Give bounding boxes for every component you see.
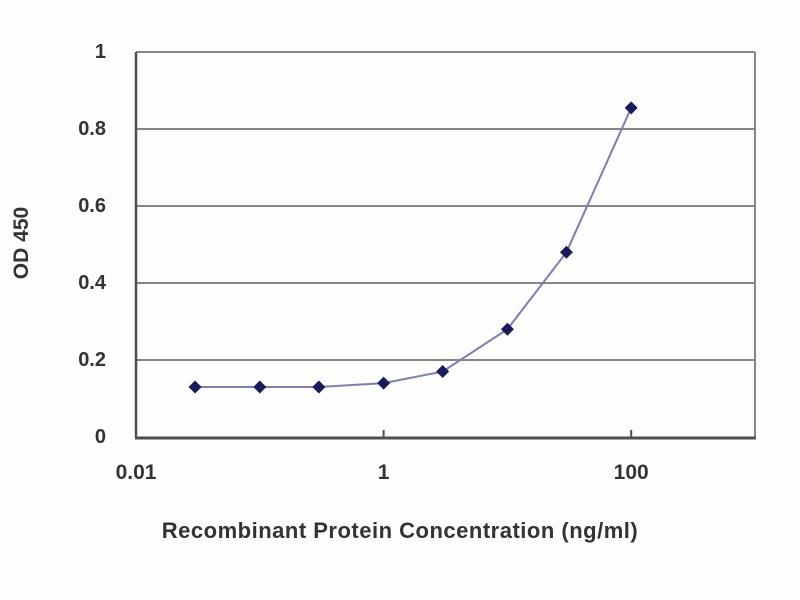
data-point-marker [188,380,202,394]
y-tick-label: 0.4 [78,272,106,294]
y-tick-label: 0.6 [78,195,106,217]
data-point-marker [624,101,638,115]
y-tick-label: 1 [94,41,106,63]
series-line [195,107,633,388]
data-point-marker [312,380,326,394]
x-tick-label: 0.01 [115,461,157,484]
data-point-marker [436,365,450,379]
y-tick-label: 0 [94,426,106,448]
x-tick-label: 100 [613,461,649,484]
y-tick-label: 0.8 [78,118,106,140]
data-point-marker [377,376,391,390]
data-point-marker [253,380,267,394]
y-tick-label: 0.2 [78,349,106,371]
data-point-marker [500,322,514,336]
data-point-marker [559,245,573,259]
y-axis-title: OD 450 [10,206,33,280]
x-tick-label: 1 [377,461,390,484]
x-axis-title: Recombinant Protein Concentration (ng/ml… [161,518,639,543]
